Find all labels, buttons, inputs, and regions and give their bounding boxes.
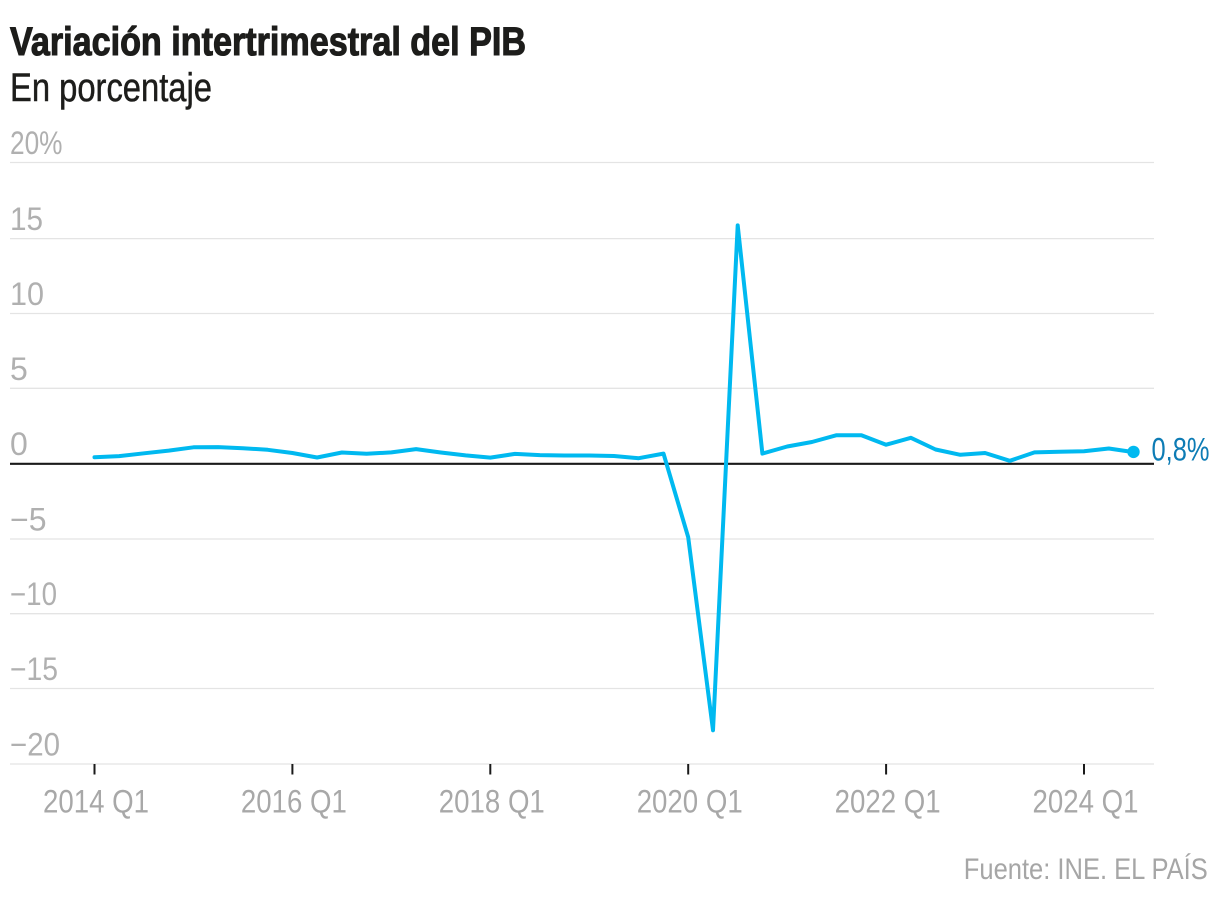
svg-text:En porcentaje: En porcentaje — [10, 66, 212, 110]
svg-text:−5: −5 — [10, 502, 46, 538]
svg-text:2022 Q1: 2022 Q1 — [835, 784, 941, 820]
svg-text:2014 Q1: 2014 Q1 — [43, 784, 149, 820]
svg-text:0,8%: 0,8% — [1152, 432, 1210, 468]
svg-text:2024 Q1: 2024 Q1 — [1033, 784, 1139, 820]
svg-text:Fuente: INE. EL PAÍS: Fuente: INE. EL PAÍS — [964, 853, 1208, 886]
svg-text:2016 Q1: 2016 Q1 — [241, 784, 347, 820]
svg-text:2018 Q1: 2018 Q1 — [439, 784, 545, 820]
svg-text:−15: −15 — [10, 651, 58, 687]
svg-text:15: 15 — [10, 201, 43, 237]
svg-text:10: 10 — [10, 276, 44, 312]
svg-text:−20: −20 — [10, 727, 60, 763]
svg-text:Variación intertrimestral del: Variación intertrimestral del PIB — [10, 20, 526, 64]
svg-text:−10: −10 — [10, 576, 57, 612]
svg-text:2020 Q1: 2020 Q1 — [637, 784, 743, 820]
svg-text:0: 0 — [10, 426, 28, 462]
svg-text:5: 5 — [10, 351, 28, 387]
svg-text:20%: 20% — [10, 125, 63, 161]
